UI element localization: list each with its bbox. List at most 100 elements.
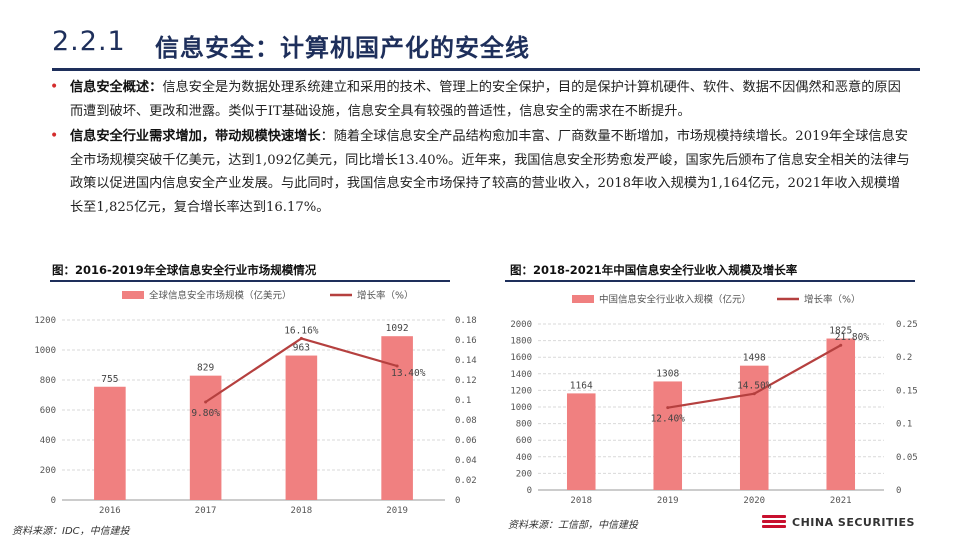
x-category-label: 2019 <box>386 506 408 516</box>
bar-value-label: 963 <box>293 343 310 354</box>
growth-point <box>204 400 208 404</box>
chart-china-svg: 0 200 400 600 800 1000 1200 1400 1600 1800 2000 0 0.… <box>510 294 918 507</box>
x-category-label: 2016 <box>99 506 121 516</box>
growth-value-label: 13.40% <box>391 368 426 379</box>
legend-line-label: 增长率（%） <box>357 290 414 302</box>
y-right-tick-label: 0.15 <box>896 386 918 396</box>
bar-2019 <box>381 336 413 500</box>
growth-value-label: 21.80% <box>835 332 870 343</box>
x-category-label: 2018 <box>570 496 592 506</box>
figure-title-china: 图：2018-2021年中国信息安全行业收入规模及增长率 <box>510 263 798 277</box>
source-note-china: 资料来源：工信部，中信建投 <box>508 520 638 531</box>
legend-bar-swatch <box>122 291 144 299</box>
x-category-label: 2021 <box>830 496 852 506</box>
y-left-tick-label: 0 <box>51 496 56 506</box>
y-right-tick-label: 0.1 <box>455 396 471 406</box>
growth-point <box>299 336 303 340</box>
y-left-tick-label: 0 <box>527 486 532 496</box>
growth-point <box>752 392 756 396</box>
y-right-tick-label: 0.16 <box>455 336 477 346</box>
bullet-demand: • 信息安全行业需求增加，带动规模快速增长：随着全球信息安全产品结构愈加丰富、厂… <box>50 125 910 219</box>
x-category-label: 2018 <box>291 506 313 516</box>
bar-2018 <box>566 393 596 490</box>
growth-point <box>839 343 843 347</box>
section-number: 2.2.1 <box>52 26 126 57</box>
y-left-tick-label: 200 <box>40 466 56 476</box>
y-right-tick-label: 0 <box>896 486 901 496</box>
y-right-tick-label: 0.14 <box>455 356 477 366</box>
bar-2019 <box>653 381 683 490</box>
y-right-tick-label: 0.04 <box>455 456 477 466</box>
y-right-tick-label: 0.18 <box>455 316 477 326</box>
chart-china-revenue: 0 200 400 600 800 1000 1200 1400 1600 1800 2000 0 0.… <box>492 282 932 514</box>
y-left-tick-label: 800 <box>40 376 56 386</box>
y-left-tick-label: 1200 <box>510 386 532 396</box>
bar-value-label: 1308 <box>656 368 679 379</box>
y-left-tick-label: 200 <box>516 469 532 479</box>
y-right-tick-label: 0.12 <box>455 376 477 386</box>
source-note-global: 资料来源：IDC，中信建投 <box>12 526 130 537</box>
bar-2020 <box>739 365 769 490</box>
chart-global-svg: 0 200 400 600 800 1000 1200 0 0.02 0.04 0.06 0.08 0.… <box>34 290 477 517</box>
bar-value-label: 755 <box>101 374 118 385</box>
bar-value-label: 1164 <box>570 380 593 391</box>
figure-divider <box>50 280 450 282</box>
bullet-list: • 信息安全概述：信息安全是为数据处理系统建立和采用的技术、管理上的安全保护，目… <box>50 76 910 220</box>
y-left-tick-label: 1600 <box>510 353 532 363</box>
bullet-text: 信息安全是为数据处理系统建立和采用的技术、管理上的安全保护，目的是保护计算机硬件… <box>70 80 901 119</box>
x-category-label: 2017 <box>195 506 217 516</box>
bullet-overview: • 信息安全概述：信息安全是为数据处理系统建立和采用的技术、管理上的安全保护，目… <box>50 76 910 123</box>
growth-value-label: 9.80% <box>191 408 220 419</box>
y-left-tick-label: 800 <box>516 420 532 430</box>
y-right-tick-label: 0.06 <box>455 436 477 446</box>
legend-bar-label: 全球信息安全市场规模（亿美元） <box>149 290 292 302</box>
y-left-tick-label: 1000 <box>34 346 56 356</box>
y-left-tick-label: 1000 <box>510 403 532 413</box>
slide-title: 信息安全：计算机国产化的安全线 <box>155 34 530 62</box>
legend-bar-swatch <box>572 295 594 303</box>
bar-2017 <box>189 375 222 500</box>
bar-value-label: 829 <box>197 363 214 374</box>
bar-2016 <box>94 386 126 500</box>
bullet-lead: 信息安全概述： <box>70 80 163 95</box>
y-right-tick-label: 0.05 <box>896 453 918 463</box>
y-right-tick-label: 0.2 <box>896 353 912 363</box>
brand-name: CHINA SECURITIES <box>792 515 915 529</box>
y-left-tick-label: 1200 <box>34 316 56 326</box>
growth-value-label: 12.40% <box>651 414 686 425</box>
brand-logo: CHINA SECURITIES <box>762 512 915 532</box>
growth-point <box>395 364 399 368</box>
title-divider <box>52 68 920 71</box>
bar-value-label: 1825 <box>829 326 852 337</box>
y-right-tick-label: 0 <box>455 496 460 506</box>
y-right-tick-label: 0.08 <box>455 416 477 426</box>
bar-value-label: 1092 <box>386 323 409 334</box>
growth-value-label: 14.50% <box>737 381 772 392</box>
bar-2021 <box>826 338 856 490</box>
bar-2018 <box>285 355 318 500</box>
y-right-tick-label: 0.25 <box>896 320 918 330</box>
y-left-tick-label: 400 <box>516 453 532 463</box>
legend-bar-label: 中国信息安全行业收入规模（亿元） <box>599 294 751 306</box>
y-left-tick-label: 1800 <box>510 337 532 347</box>
growth-value-label: 16.16% <box>284 325 319 336</box>
x-category-label: 2020 <box>743 496 765 506</box>
china-securities-logo-icon <box>762 514 786 530</box>
y-left-tick-label: 2000 <box>510 320 532 330</box>
growth-point <box>666 406 670 410</box>
slide-header: 2.2.1 信息安全：计算机国产化的安全线 <box>0 0 960 72</box>
x-category-label: 2019 <box>657 496 679 506</box>
y-right-tick-label: 0.02 <box>455 476 477 486</box>
y-left-tick-label: 600 <box>516 436 532 446</box>
figure-divider <box>505 280 915 282</box>
legend-line-label: 增长率（%） <box>804 294 861 306</box>
y-left-tick-label: 1400 <box>510 370 532 380</box>
y-left-tick-label: 600 <box>40 406 56 416</box>
bullet-text: ：随着全球信息安全产品结构愈加丰富、厂商数量不断增加，市场规模持续增长。2019… <box>70 129 910 215</box>
y-right-tick-label: 0.1 <box>896 420 912 430</box>
bullet-dot-icon: • <box>50 79 59 95</box>
bar-value-label: 1498 <box>743 353 766 364</box>
figure-title-global: 图：2016-2019年全球信息安全行业市场规模情况 <box>52 263 317 277</box>
chart-global-market: 0 200 400 600 800 1000 1200 0 0.02 0.04 0.06 0.08 0.… <box>0 282 490 518</box>
y-left-tick-label: 400 <box>40 436 56 446</box>
